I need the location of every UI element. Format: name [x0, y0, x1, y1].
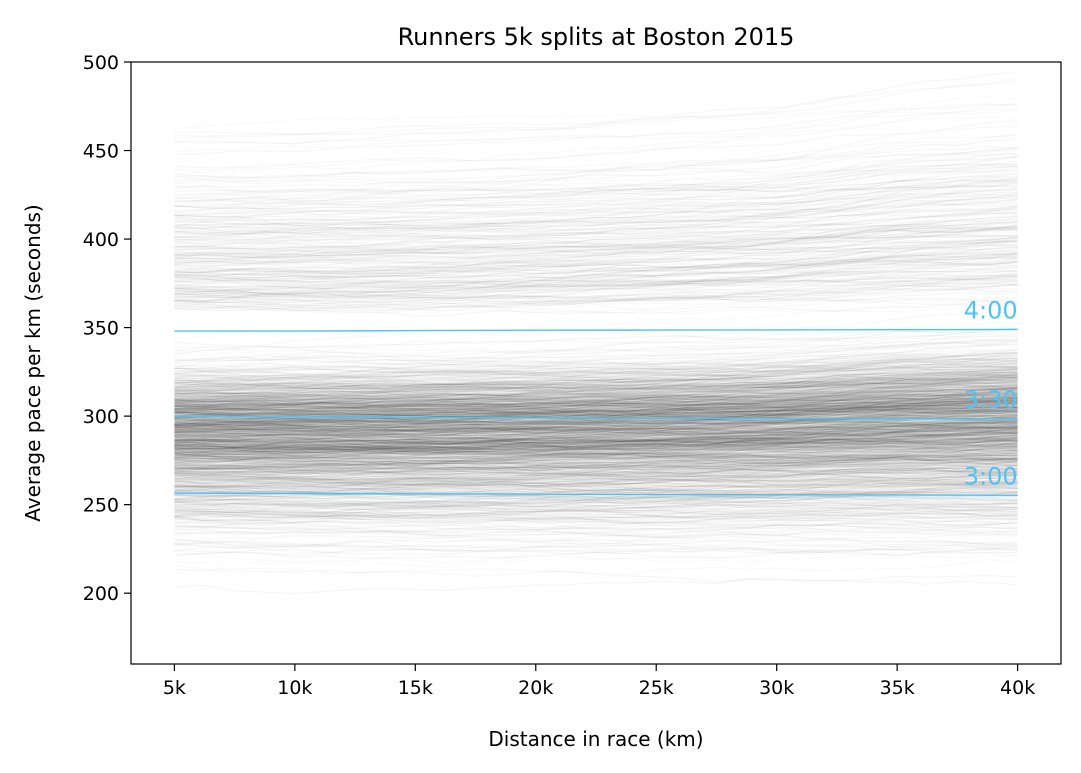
x-tick-label: 10k — [277, 677, 312, 699]
reference-line-4-00 — [174, 328, 1018, 332]
y-tick-label: 350 — [83, 318, 119, 340]
reference-label-3-00: 3:00 — [964, 462, 1018, 490]
y-tick-label: 400 — [83, 229, 119, 251]
reference-label-4-00: 4:00 — [964, 296, 1018, 324]
x-tick-label: 30k — [759, 677, 794, 699]
y-axis: 200 250 300 350 400 450 500 — [83, 52, 131, 605]
runner-traces — [174, 72, 1017, 594]
y-tick-label: 500 — [83, 52, 119, 74]
x-tick-label: 5k — [163, 677, 186, 699]
y-tick-label: 300 — [83, 406, 119, 428]
reference-label-3-30: 3:30 — [964, 386, 1018, 414]
x-tick-label: 35k — [880, 677, 915, 699]
y-axis-label: Average pace per km (seconds) — [21, 204, 45, 521]
reference-lines — [174, 328, 1018, 496]
y-tick-label: 250 — [83, 495, 119, 517]
reference-line-3-30 — [174, 415, 1018, 420]
x-axis: 5k 10k 15k 20k 25k 30k 35k 40k — [163, 664, 1035, 699]
y-tick-label: 450 — [83, 141, 119, 163]
x-tick-label: 40k — [1000, 677, 1035, 699]
reference-labels: 4:00 3:30 3:00 — [964, 296, 1018, 490]
x-axis-label: Distance in race (km) — [488, 727, 703, 751]
runner-trace — [174, 72, 1017, 144]
y-tick-label: 200 — [83, 583, 119, 605]
x-tick-label: 15k — [398, 677, 433, 699]
x-tick-label: 25k — [639, 677, 674, 699]
x-tick-label: 20k — [518, 677, 553, 699]
plot-frame — [130, 61, 1062, 665]
runner-trace — [174, 322, 1017, 348]
reference-line-3-00 — [174, 492, 1018, 496]
runner-trace — [174, 576, 1017, 594]
chart-title: Runners 5k splits at Boston 2015 — [398, 23, 795, 51]
runner-trace — [174, 117, 1017, 144]
